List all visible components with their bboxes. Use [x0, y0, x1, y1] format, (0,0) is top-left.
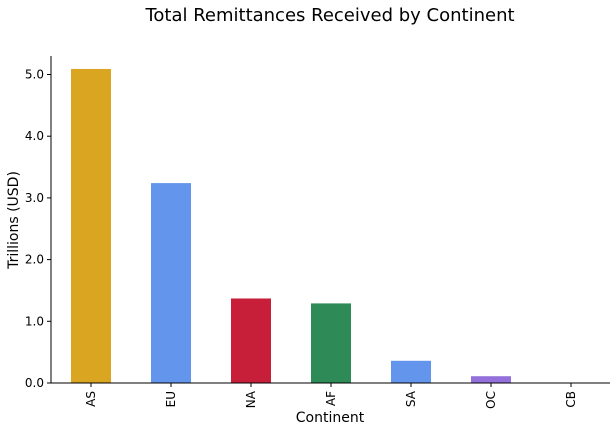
y-tick-label: 5.0 [25, 68, 44, 82]
x-axis-ticks: AS EU NA AF SA OC CB [84, 383, 578, 409]
y-axis-label: Trillions (USD) [6, 171, 22, 270]
chart-title: Total Remittances Received by Continent [144, 5, 514, 26]
x-tick-label: CB [564, 391, 578, 408]
bar-as [71, 68, 111, 383]
y-tick-label: 1.0 [25, 314, 44, 328]
y-tick-label: 3.0 [25, 191, 44, 205]
bar-sa [391, 360, 431, 383]
x-tick-label: AS [84, 391, 98, 407]
x-tick-label: SA [404, 390, 418, 407]
x-axis-label: Continent [296, 410, 365, 426]
bar-eu [151, 183, 191, 383]
bar-af [311, 303, 351, 383]
y-tick-label: 0.0 [25, 376, 44, 390]
x-tick-label: OC [484, 391, 498, 409]
y-axis-ticks: 0.0 1.0 2.0 3.0 4.0 5.0 [25, 68, 51, 390]
x-tick-label: EU [164, 391, 178, 407]
y-tick-label: 4.0 [25, 129, 44, 143]
bar-na [231, 298, 271, 383]
bars-group [71, 68, 511, 383]
bar-oc [471, 376, 511, 383]
y-tick-label: 2.0 [25, 253, 44, 267]
x-tick-label: NA [244, 390, 258, 408]
x-tick-label: AF [324, 391, 338, 406]
